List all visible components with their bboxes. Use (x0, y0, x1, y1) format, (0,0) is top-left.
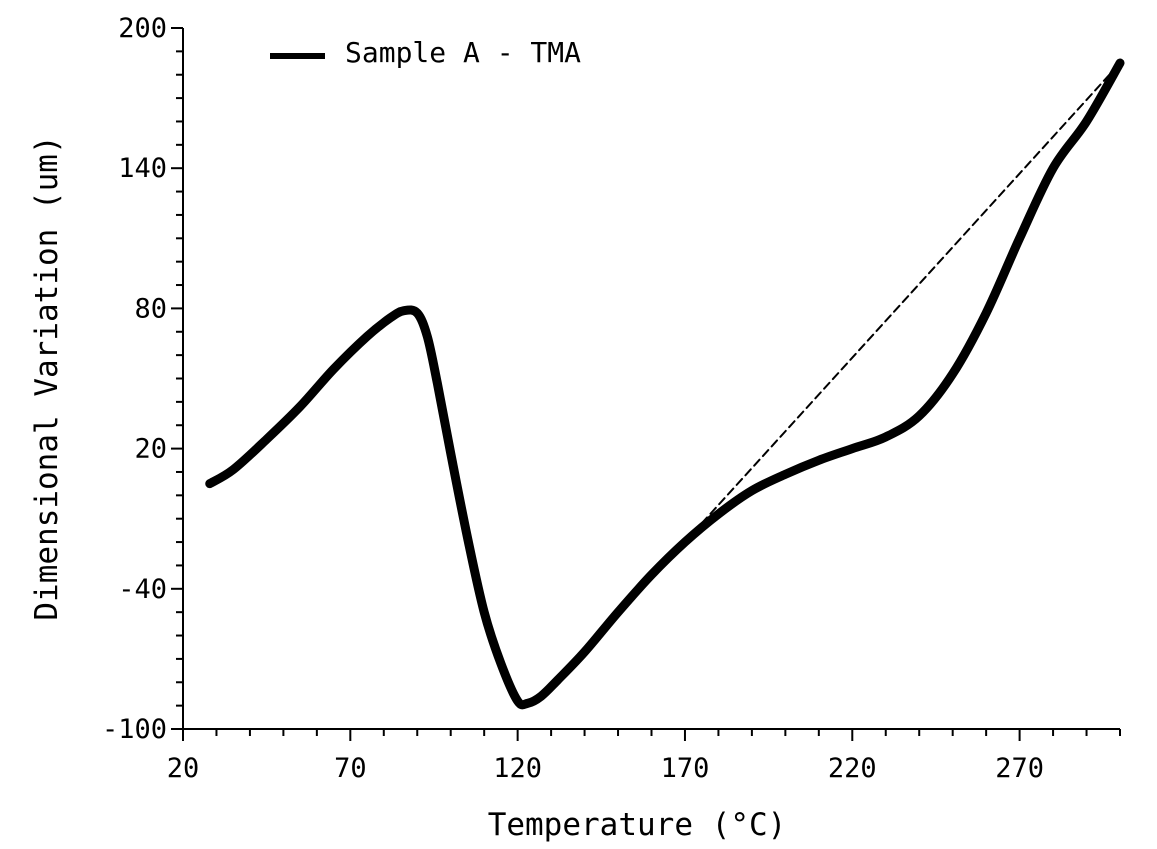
legend-label: Sample A - TMA (345, 36, 581, 69)
x-axis-title: Temperature (°C) (488, 807, 787, 843)
x-tick-label: 170 (661, 753, 710, 784)
series-layer (205, 58, 1125, 710)
y-tick-label: -100 (102, 714, 167, 745)
x-tick-label: 120 (493, 753, 542, 784)
y-tick-label: -40 (118, 574, 167, 605)
y-tick-label: 200 (118, 13, 167, 44)
y-tick-label: 80 (134, 293, 167, 324)
x-tick-label: 20 (167, 753, 200, 784)
y-tick-label: 20 (134, 434, 167, 465)
series-line-sample-a (205, 58, 1125, 710)
x-tick-label: 70 (334, 753, 367, 784)
y-axis-title: Dimensional Variation (um) (29, 135, 65, 620)
x-tick-label: 270 (995, 753, 1044, 784)
legend: Sample A - TMA (270, 36, 581, 69)
baseline-dashed-line (700, 62, 1121, 525)
y-tick-label: 140 (118, 153, 167, 184)
x-tick-label: 220 (828, 753, 877, 784)
